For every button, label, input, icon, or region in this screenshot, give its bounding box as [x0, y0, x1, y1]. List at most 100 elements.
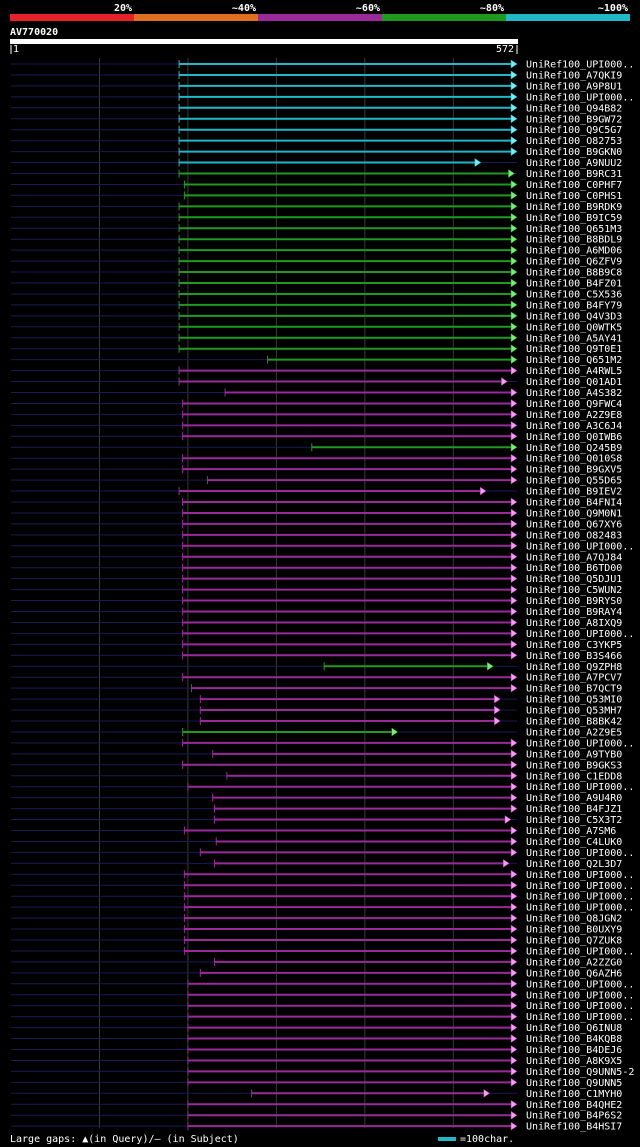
hit-row[interactable]: UniRef100_B6TD00 [11, 563, 622, 574]
hit-label[interactable]: UniRef100_C3YKP5 [526, 640, 622, 651]
hit-label[interactable]: UniRef100_Q53MI0 [526, 695, 622, 706]
hit-label[interactable]: UniRef100_Q010S8 [526, 454, 622, 465]
hit-label[interactable]: UniRef100_Q651M3 [526, 224, 622, 235]
hit-label[interactable]: UniRef100_A4S382 [526, 388, 622, 399]
hit-label[interactable]: UniRef100_Q9FWC4 [526, 399, 622, 410]
hit-row[interactable]: UniRef100_B8B9C8 [11, 268, 622, 279]
hit-row[interactable]: UniRef100_UPI000.. [11, 946, 634, 957]
hit-label[interactable]: UniRef100_B0UXY9 [526, 925, 622, 936]
hit-row[interactable]: UniRef100_B9RDK9 [11, 202, 622, 213]
hit-row[interactable]: UniRef100_C0PHF7 [11, 180, 622, 191]
hit-row[interactable]: UniRef100_Q9ZPH8 [11, 662, 622, 673]
hit-label[interactable]: UniRef100_B9RYS0 [526, 596, 622, 607]
hit-label[interactable]: UniRef100_Q9UNN5-2 [526, 1067, 634, 1078]
hit-label[interactable]: UniRef100_B4FY79 [526, 300, 622, 311]
hit-label[interactable]: UniRef100_C5X536 [526, 289, 622, 300]
hit-label[interactable]: UniRef100_A5AY41 [526, 333, 622, 344]
hit-label[interactable]: UniRef100_UPI000.. [526, 782, 634, 793]
hit-label[interactable]: UniRef100_A2ZZG0 [526, 957, 622, 968]
hit-label[interactable]: UniRef100_UPI000.. [526, 60, 634, 71]
hit-label[interactable]: UniRef100_UPI000.. [526, 738, 634, 749]
hit-label[interactable]: UniRef100_A9U4R0 [526, 793, 622, 804]
hit-row[interactable]: UniRef100_B9GKS3 [11, 760, 622, 771]
hit-label[interactable]: UniRef100_B8BK42 [526, 717, 622, 728]
hit-row[interactable]: UniRef100_C5WUN2 [11, 585, 622, 596]
hit-label[interactable]: UniRef100_Q9C5G7 [526, 125, 622, 136]
hit-label[interactable]: UniRef100_UPI000.. [526, 848, 634, 859]
hit-label[interactable]: UniRef100_Q67XY6 [526, 519, 622, 530]
hit-label[interactable]: UniRef100_Q6INU8 [526, 1023, 622, 1034]
hit-label[interactable]: UniRef100_B9GXV5 [526, 465, 622, 476]
hit-row[interactable]: UniRef100_B4P6S2 [11, 1111, 622, 1122]
hit-label[interactable]: UniRef100_B4KQB8 [526, 1034, 622, 1045]
hit-label[interactable]: UniRef100_UPI000.. [526, 92, 634, 103]
hit-row[interactable]: UniRef100_B9RC31 [11, 169, 622, 180]
hit-row[interactable]: UniRef100_B4FZ01 [11, 279, 622, 290]
hit-row[interactable]: UniRef100_A7QJ84 [11, 552, 622, 563]
hit-row[interactable]: UniRef100_A5AY41 [11, 333, 622, 344]
hit-label[interactable]: UniRef100_B9IEV2 [526, 487, 622, 498]
hit-row[interactable]: UniRef100_Q245B9 [11, 443, 622, 454]
hit-label[interactable]: UniRef100_Q7ZUK8 [526, 936, 622, 947]
hit-label[interactable]: UniRef100_Q9ZPH8 [526, 662, 622, 673]
hit-label[interactable]: UniRef100_Q8JGN2 [526, 914, 622, 925]
hit-row[interactable]: UniRef100_UPI000.. [11, 979, 634, 990]
hit-row[interactable]: UniRef100_Q94B82 [11, 103, 622, 114]
hit-row[interactable]: UniRef100_Q010S8 [11, 454, 622, 465]
hit-row[interactable]: UniRef100_UPI000.. [11, 848, 634, 859]
hit-label[interactable]: UniRef100_B6TD00 [526, 563, 622, 574]
hit-row[interactable]: UniRef100_B9IC59 [11, 213, 622, 224]
hit-label[interactable]: UniRef100_A8IXQ9 [526, 618, 622, 629]
hit-row[interactable]: UniRef100_A9NUU2 [11, 158, 622, 169]
hit-label[interactable]: UniRef100_A2Z9E8 [526, 410, 622, 421]
hit-label[interactable]: UniRef100_B4FJZ1 [526, 804, 622, 815]
hit-row[interactable]: UniRef100_B4DEJ6 [11, 1045, 622, 1056]
hit-label[interactable]: UniRef100_A7QKI9 [526, 70, 622, 81]
hit-label[interactable]: UniRef100_UPI000.. [526, 1012, 634, 1023]
hit-label[interactable]: UniRef100_B4FZ01 [526, 279, 622, 290]
hit-row[interactable]: UniRef100_UPI000.. [11, 1012, 634, 1023]
hit-row[interactable]: UniRef100_B4KQB8 [11, 1034, 622, 1045]
hit-label[interactable]: UniRef100_Q94B82 [526, 103, 622, 114]
hit-row[interactable]: UniRef100_B4QHE2 [11, 1100, 622, 1111]
hit-row[interactable]: UniRef100_Q8JGN2 [11, 914, 622, 925]
hit-label[interactable]: UniRef100_UPI000.. [526, 541, 634, 552]
hit-row[interactable]: UniRef100_Q0IWB6 [11, 432, 622, 443]
hit-label[interactable]: UniRef100_B9RDK9 [526, 202, 622, 213]
hit-row[interactable]: UniRef100_B9GKN0 [11, 147, 622, 158]
hit-row[interactable]: UniRef100_A7QKI9 [11, 70, 622, 81]
hit-row[interactable]: UniRef100_UPI000.. [11, 92, 634, 103]
hit-row[interactable]: UniRef100_A8IXQ9 [11, 618, 622, 629]
hit-row[interactable]: UniRef100_O82483 [11, 530, 622, 541]
hit-label[interactable]: UniRef100_O82483 [526, 530, 622, 541]
hit-row[interactable]: UniRef100_B8BDL9 [11, 235, 622, 246]
hit-row[interactable]: UniRef100_B9IEV2 [11, 487, 622, 498]
hit-label[interactable]: UniRef100_A7SM6 [526, 826, 616, 837]
hit-row[interactable]: UniRef100_UPI000.. [11, 541, 634, 552]
hit-row[interactable]: UniRef100_Q651M3 [11, 224, 622, 235]
hit-row[interactable]: UniRef100_Q53MI0 [11, 695, 622, 706]
hit-row[interactable]: UniRef100_A2Z9E8 [11, 410, 622, 421]
hit-row[interactable]: UniRef100_A9U4R0 [11, 793, 622, 804]
hit-row[interactable]: UniRef100_UPI000.. [11, 870, 634, 881]
hit-row[interactable]: UniRef100_A4RWL5 [11, 366, 622, 377]
hit-row[interactable]: UniRef100_O82753 [11, 136, 622, 147]
hit-row[interactable]: UniRef100_B0UXY9 [11, 925, 622, 936]
hit-row[interactable]: UniRef100_B8BK42 [11, 717, 622, 728]
hit-row[interactable]: UniRef100_A9P8U1 [11, 81, 622, 92]
hit-row[interactable]: UniRef100_Q2L3D7 [11, 859, 622, 870]
hit-row[interactable]: UniRef100_Q01AD1 [11, 377, 622, 388]
hit-row[interactable]: UniRef100_UPI000.. [11, 782, 634, 793]
hit-row[interactable]: UniRef100_UPI000.. [11, 990, 634, 1001]
hit-row[interactable]: UniRef100_C5X536 [11, 289, 622, 300]
hit-row[interactable]: UniRef100_C4LUK0 [11, 837, 622, 848]
hit-label[interactable]: UniRef100_Q0WTK5 [526, 322, 622, 333]
hit-row[interactable]: UniRef100_UPI000.. [11, 60, 634, 71]
hit-label[interactable]: UniRef100_UPI000.. [526, 892, 634, 903]
hit-row[interactable]: UniRef100_A6MD06 [11, 246, 622, 257]
hit-label[interactable]: UniRef100_B4DEJ6 [526, 1045, 622, 1056]
hit-row[interactable]: UniRef100_B9GW72 [11, 114, 622, 125]
hit-label[interactable]: UniRef100_B9GKN0 [526, 147, 622, 158]
hit-row[interactable]: UniRef100_Q67XY6 [11, 519, 622, 530]
hit-row[interactable]: UniRef100_UPI000.. [11, 1001, 634, 1012]
